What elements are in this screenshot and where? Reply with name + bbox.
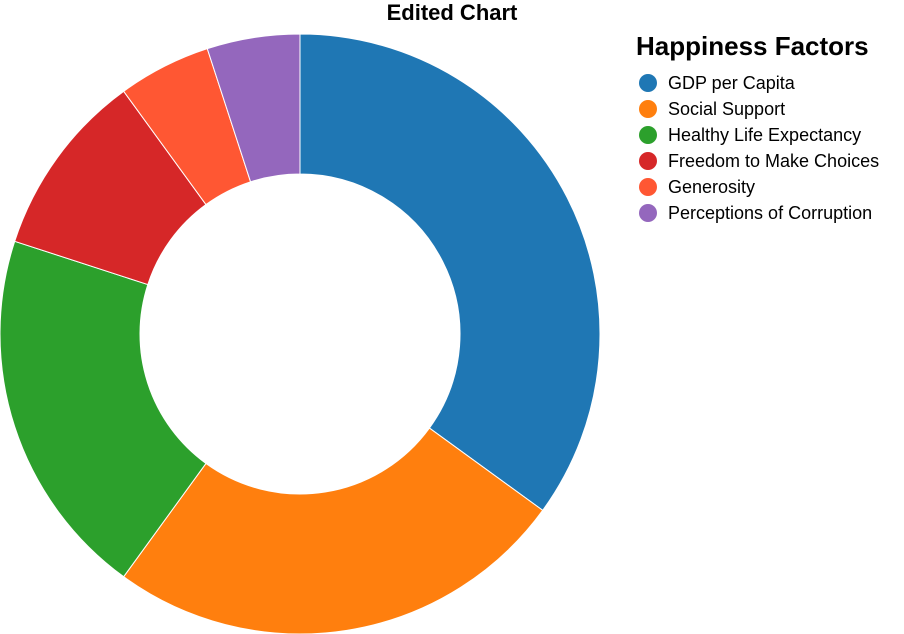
donut-slices xyxy=(0,33,601,634)
legend-item: Generosity xyxy=(639,177,755,197)
legend-item: Freedom to Make Choices xyxy=(639,151,879,171)
legend-item: Healthy Life Expectancy xyxy=(639,125,861,145)
slice-healthy-life-expectancy xyxy=(0,240,207,578)
slice-social-support xyxy=(122,427,544,634)
legend-swatch xyxy=(639,178,657,196)
legend-label: Social Support xyxy=(668,99,785,119)
legend-label: Perceptions of Corruption xyxy=(668,203,872,223)
legend-item: GDP per Capita xyxy=(639,73,796,93)
legend-item: Social Support xyxy=(639,99,785,119)
legend-swatch xyxy=(639,100,657,118)
slice-perceptions-of-corruption xyxy=(206,33,301,183)
legend-swatch xyxy=(639,152,657,170)
legend-label: GDP per Capita xyxy=(668,73,796,93)
legend-items: GDP per Capita Social Support Healthy Life… xyxy=(639,73,879,223)
legend-item: Perceptions of Corruption xyxy=(639,203,872,223)
slice-gdp-per-capita xyxy=(299,33,601,512)
legend: Happiness Factors GDP per Capita Social S… xyxy=(636,31,879,223)
chart-title: Edited Chart xyxy=(387,0,518,25)
legend-label: Freedom to Make Choices xyxy=(668,151,879,171)
legend-swatch xyxy=(639,126,657,144)
legend-swatch xyxy=(639,74,657,92)
legend-title: Happiness Factors xyxy=(636,31,869,61)
legend-label: Healthy Life Expectancy xyxy=(668,125,861,145)
legend-label: Generosity xyxy=(668,177,755,197)
legend-swatch xyxy=(639,204,657,222)
